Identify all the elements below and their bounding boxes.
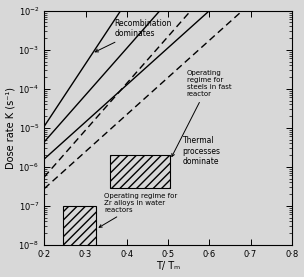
Text: Recombination
dominates: Recombination dominates bbox=[95, 19, 172, 52]
Bar bbox=[63, 206, 96, 245]
Y-axis label: Dose rate K (s⁻¹): Dose rate K (s⁻¹) bbox=[5, 87, 16, 169]
Text: Operating regime for
Zr alloys in water
reactors: Operating regime for Zr alloys in water … bbox=[99, 193, 177, 227]
X-axis label: T/ Tₘ: T/ Tₘ bbox=[156, 261, 180, 271]
Text: Thermal
processes
dominate: Thermal processes dominate bbox=[182, 136, 220, 166]
Bar bbox=[110, 155, 170, 188]
Text: Operating
regime for
steels in fast
reactor: Operating regime for steels in fast reac… bbox=[172, 70, 231, 157]
